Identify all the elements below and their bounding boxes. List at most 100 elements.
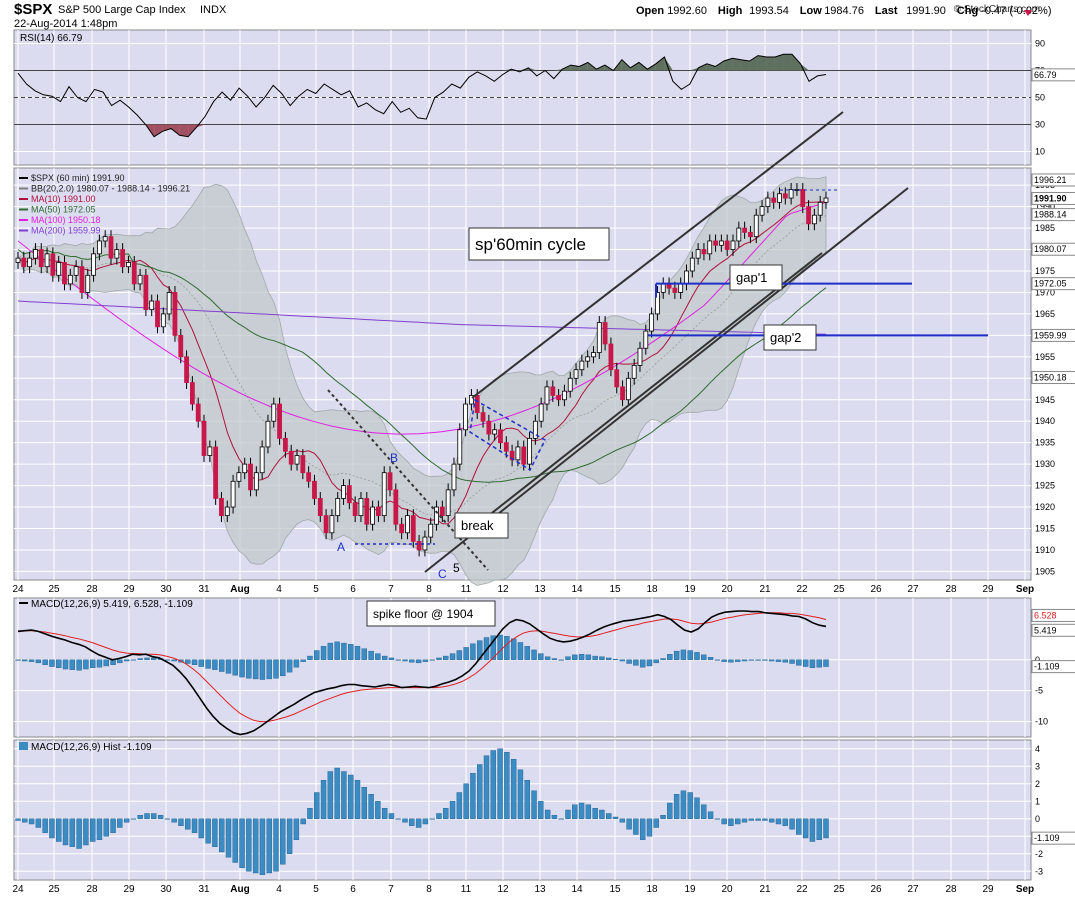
candle-up [625,377,631,401]
date-label: 14 [571,584,583,595]
candle-up [405,515,410,534]
candle-up [695,249,701,259]
candle-down [79,266,85,293]
macd-hist-bar [735,659,741,662]
hist-bar [809,818,816,842]
macd-hist-bar [198,659,205,667]
macd-hist-bar [395,659,401,661]
macd-hist-bar [606,657,612,660]
date-label-bottom: 14 [571,884,583,895]
rsi-last-tag: 66.79 [1034,70,1057,80]
candle-up [718,240,724,246]
down-arrow-icon [1024,10,1032,16]
candle-up [643,330,649,349]
spike-floor-box [366,600,496,627]
macd-hist-bar [375,653,381,660]
stat-label: Last [875,5,898,17]
candle-up [777,193,782,203]
date-label-bottom: 27 [907,884,919,895]
date-label-bottom: 22 [796,884,808,895]
hist-bar [395,818,401,820]
hist-bar [714,818,721,820]
hist-bar [42,818,48,833]
date-label-bottom: 28 [945,884,957,895]
candle-down [742,227,748,233]
ma50-line [17,248,827,483]
macd-hist-bar [653,659,659,664]
break-annotation-box [454,512,509,539]
hist-tick: 2 [1035,779,1040,789]
date-label: 12 [497,584,509,595]
hist-bar [320,780,327,819]
hist-bar [701,804,707,819]
rsi-overbought-fill [519,67,529,71]
candle-down [503,442,509,452]
candle-up [85,274,91,293]
macd-hist-bar [218,659,225,672]
date-label-bottom: 25 [48,884,60,895]
macd-hist-bar [123,659,130,662]
candle-down [306,472,312,482]
price-tick: 1975 [1035,266,1055,276]
candle-down [364,498,370,525]
macd-hist-bar [348,644,354,660]
hist-bar [266,818,272,874]
stat-value: 1984.76 [824,5,864,17]
rsi-overbought-fill [766,57,775,71]
date-label: 30 [160,584,172,595]
candle-down [376,506,381,517]
hist-bar [728,818,734,826]
hist-bar [246,818,252,872]
rsi-overbought-fill [553,69,563,71]
stat-value: 1991.90 [906,5,946,17]
hist-bar [510,759,517,819]
candle-up [684,270,689,285]
hist-bar [456,792,463,819]
hist-tick: 3 [1035,761,1040,771]
candle-down [474,395,480,414]
candle-up [515,446,521,461]
date-label: 13 [534,584,546,595]
candle-down [277,403,282,439]
candle-up [765,197,771,208]
date-label: 15 [609,584,621,595]
macd-hist-bar [524,645,530,660]
hist-bar [341,771,347,819]
hist-bar [768,818,775,823]
hist-bar [762,818,768,821]
rsi-overbought-fill [630,62,639,71]
macd-hist-bar [497,634,503,660]
candle-down [806,206,811,225]
hist-bar [409,818,415,826]
candle-up [579,360,585,371]
macd-hist-bar [266,659,272,680]
hist-bar [504,752,510,819]
macd-tag: 5.419 [1034,625,1057,635]
hist-bar [280,818,286,865]
date-label: 19 [684,584,696,595]
hist-bar [157,815,164,819]
rsi-overbought-fill [655,57,665,71]
hist-bar [477,764,483,819]
hist-bar [639,818,646,840]
hist-tick: 0 [1035,814,1040,824]
candle-down [556,395,562,401]
hist-bar [741,818,748,823]
date-label: 18 [646,584,658,595]
date-label: 6 [350,584,356,595]
macd-hist-bar [62,659,69,670]
candle-down [312,480,317,499]
macd-hist-bar [191,659,198,665]
macd-hist-bar [89,659,96,669]
macd-hist-bar [137,658,143,660]
date-label-bottom: 5 [313,884,319,895]
macd-hist-bar [409,659,415,663]
candle-up [730,240,736,250]
hist-bar [375,801,381,819]
price-tick: 1985 [1035,223,1055,233]
candle-up [224,506,230,517]
price-tick: 1915 [1035,524,1055,534]
hist-bar [402,818,408,823]
stat-value: -0.47 (-0.02%) [981,5,1051,17]
rsi-oversold-fill [154,124,163,137]
